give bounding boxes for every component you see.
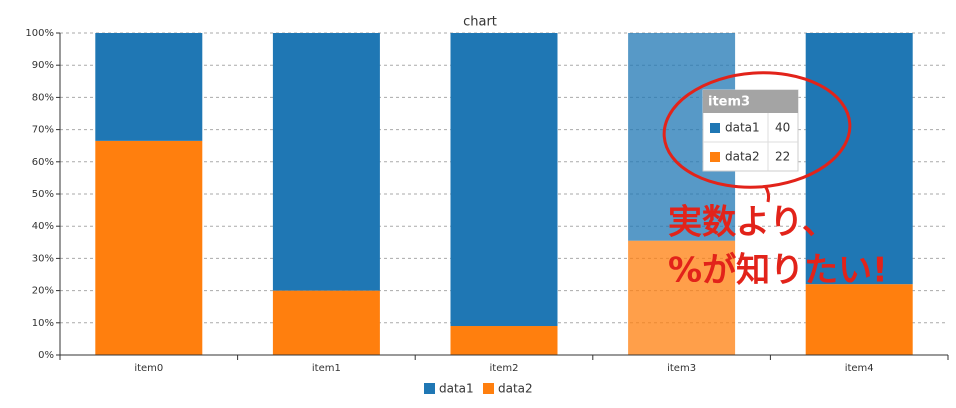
bar-segment xyxy=(805,33,913,285)
bar-segment xyxy=(450,326,558,355)
y-tick-label: 90% xyxy=(32,60,54,71)
tooltip-header xyxy=(703,90,798,113)
tooltip-value: 22 xyxy=(775,150,790,164)
y-tick-label: 60% xyxy=(32,157,54,168)
x-tick-label: item0 xyxy=(134,363,163,374)
legend-label: data1 xyxy=(439,382,474,396)
tooltip-label: data1 xyxy=(725,121,760,135)
y-tick-label: 10% xyxy=(32,318,54,329)
annotation-stroke xyxy=(763,185,771,203)
annotation: 実数より、 xyxy=(668,203,836,243)
y-tick-label: 40% xyxy=(32,221,54,232)
y-tick-label: 30% xyxy=(32,253,54,264)
tooltip-swatch xyxy=(710,152,720,162)
x-tick-label: item1 xyxy=(312,363,341,374)
y-tick-label: 70% xyxy=(32,125,54,136)
legend-swatch xyxy=(483,383,494,394)
bar-segment xyxy=(805,284,913,355)
tooltip-label: data2 xyxy=(725,150,760,164)
y-tick-label: 100% xyxy=(25,28,54,39)
bar-segment xyxy=(95,33,203,141)
tooltip-value: 40 xyxy=(775,121,790,135)
tooltip-swatch xyxy=(710,123,720,133)
x-tick-label: item2 xyxy=(490,363,519,374)
legend-label: data2 xyxy=(498,382,533,396)
x-tick-label: item3 xyxy=(667,363,696,374)
tooltip-title: item3 xyxy=(708,95,750,110)
legend-swatch xyxy=(424,383,435,394)
bar-segment xyxy=(272,33,380,291)
bar-segment xyxy=(450,33,558,327)
annotation-circle xyxy=(662,71,852,189)
bar-segment xyxy=(628,240,736,355)
y-tick-label: 80% xyxy=(32,92,54,103)
x-tick-label: item4 xyxy=(845,363,874,374)
y-tick-label: 0% xyxy=(38,350,54,361)
y-tick-label: 50% xyxy=(32,189,54,200)
chart-title: chart xyxy=(463,15,497,30)
annotation: %が知りたい! xyxy=(668,251,888,291)
y-tick-label: 20% xyxy=(32,286,54,297)
bar-segment xyxy=(95,140,203,355)
bar-segment xyxy=(272,290,380,355)
tooltip: item3 data1 40 data2 22 xyxy=(702,89,799,172)
